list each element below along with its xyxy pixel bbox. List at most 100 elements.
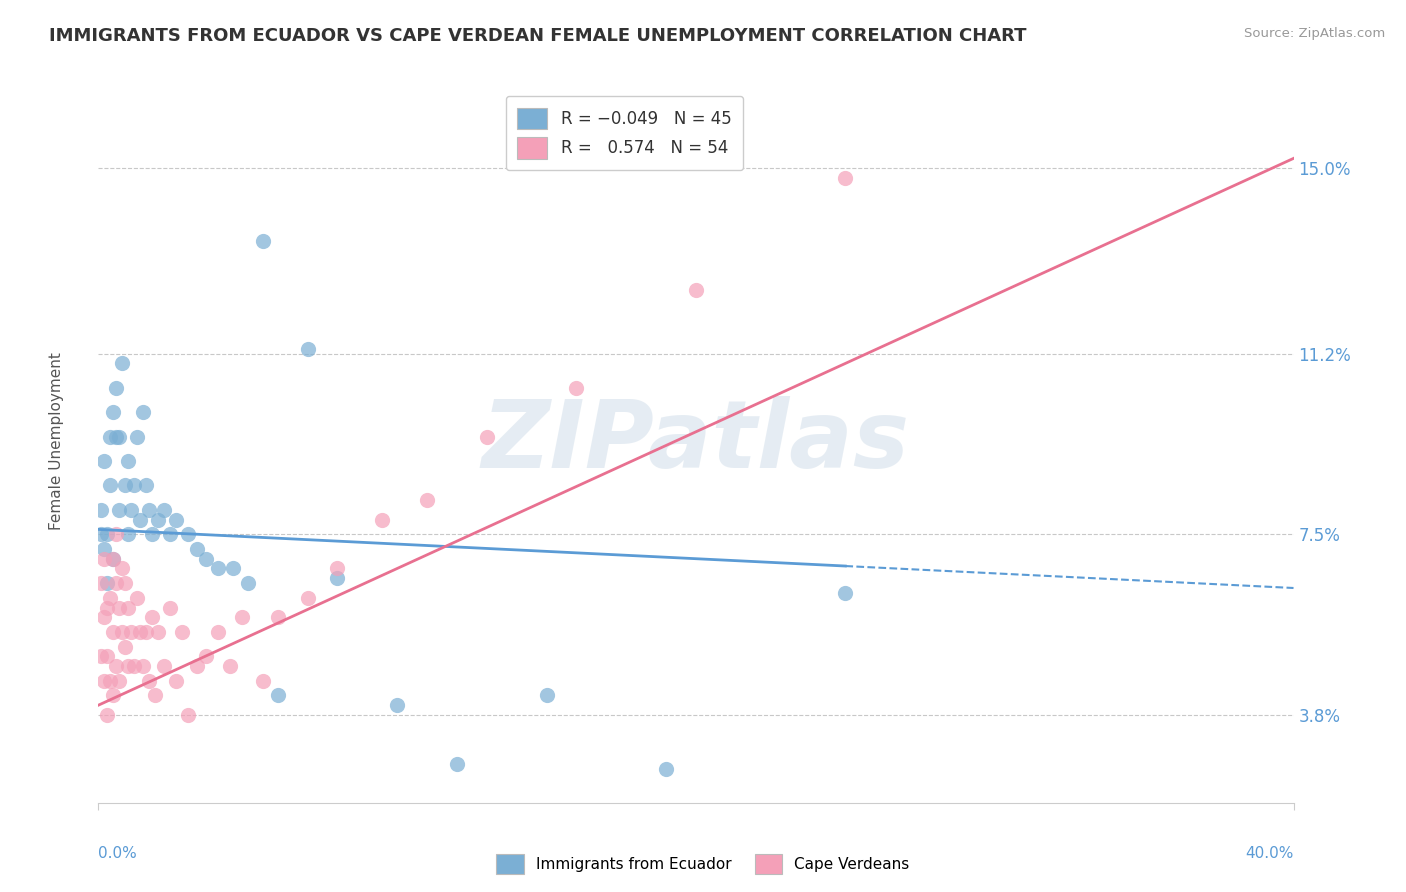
Point xyxy=(172,624,194,639)
Point xyxy=(834,170,856,185)
Point xyxy=(326,571,349,585)
Point xyxy=(117,527,139,541)
Point xyxy=(252,673,274,688)
Point xyxy=(108,673,131,688)
Point xyxy=(117,659,139,673)
Point xyxy=(96,527,118,541)
Point xyxy=(120,503,142,517)
Point xyxy=(96,649,118,664)
Point xyxy=(96,600,118,615)
Point xyxy=(108,600,131,615)
Point xyxy=(120,624,142,639)
Point xyxy=(105,576,128,591)
Point xyxy=(536,689,558,703)
Point xyxy=(90,527,112,541)
Point xyxy=(117,454,139,468)
Text: ZIPatlas: ZIPatlas xyxy=(482,395,910,488)
Point xyxy=(103,405,125,419)
Point xyxy=(96,707,118,722)
Point xyxy=(105,430,128,444)
Point xyxy=(326,561,349,575)
Point xyxy=(141,610,163,624)
Point xyxy=(135,478,157,492)
Legend: R = −0.049   N = 45, R =   0.574   N = 54: R = −0.049 N = 45, R = 0.574 N = 54 xyxy=(506,95,742,170)
Point xyxy=(127,591,149,605)
Text: Source: ZipAtlas.com: Source: ZipAtlas.com xyxy=(1244,27,1385,40)
Point xyxy=(371,513,394,527)
Point xyxy=(103,551,125,566)
Point xyxy=(124,659,146,673)
Point xyxy=(148,513,170,527)
Point xyxy=(207,624,229,639)
Point xyxy=(103,624,125,639)
Point xyxy=(195,649,218,664)
Point xyxy=(93,551,115,566)
Point xyxy=(129,513,152,527)
Point xyxy=(138,503,160,517)
Point xyxy=(141,527,163,541)
Point xyxy=(177,527,200,541)
Point xyxy=(159,600,181,615)
Point xyxy=(129,624,152,639)
Point xyxy=(132,659,155,673)
Point xyxy=(98,591,122,605)
Point xyxy=(98,673,122,688)
Point xyxy=(165,513,187,527)
Point xyxy=(222,561,245,575)
Point xyxy=(111,624,134,639)
Point xyxy=(127,430,149,444)
Point xyxy=(103,689,125,703)
Point xyxy=(685,283,707,297)
Point xyxy=(267,610,290,624)
Point xyxy=(90,649,112,664)
Point xyxy=(207,561,229,575)
Point xyxy=(103,551,125,566)
Point xyxy=(186,541,208,556)
Point xyxy=(195,551,218,566)
Point xyxy=(108,430,131,444)
Point xyxy=(446,756,468,771)
Point xyxy=(98,478,122,492)
Point xyxy=(565,381,588,395)
Point xyxy=(153,503,176,517)
Point xyxy=(655,762,678,776)
Point xyxy=(108,503,131,517)
Point xyxy=(93,541,115,556)
Point xyxy=(252,235,274,249)
Point xyxy=(385,698,409,713)
Point xyxy=(93,673,115,688)
Point xyxy=(132,405,155,419)
Text: 0.0%: 0.0% xyxy=(98,847,138,861)
Point xyxy=(834,586,856,600)
Point xyxy=(114,478,136,492)
Point xyxy=(105,527,128,541)
Point xyxy=(111,561,134,575)
Legend: Immigrants from Ecuador, Cape Verdeans: Immigrants from Ecuador, Cape Verdeans xyxy=(491,848,915,880)
Point xyxy=(114,576,136,591)
Point xyxy=(165,673,187,688)
Point xyxy=(114,640,136,654)
Point xyxy=(96,576,118,591)
Text: 40.0%: 40.0% xyxy=(1246,847,1294,861)
Point xyxy=(124,478,146,492)
Point xyxy=(236,576,259,591)
Point xyxy=(475,430,498,444)
Point xyxy=(93,454,115,468)
Point xyxy=(148,624,170,639)
Point xyxy=(159,527,181,541)
Point xyxy=(186,659,208,673)
Point xyxy=(219,659,242,673)
Point xyxy=(297,342,319,356)
Point xyxy=(93,610,115,624)
Point xyxy=(98,430,122,444)
Point xyxy=(117,600,139,615)
Point xyxy=(111,356,134,370)
Point xyxy=(143,689,166,703)
Text: IMMIGRANTS FROM ECUADOR VS CAPE VERDEAN FEMALE UNEMPLOYMENT CORRELATION CHART: IMMIGRANTS FROM ECUADOR VS CAPE VERDEAN … xyxy=(49,27,1026,45)
Point xyxy=(177,707,200,722)
Point xyxy=(105,381,128,395)
Point xyxy=(135,624,157,639)
Text: Female Unemployment: Female Unemployment xyxy=(49,352,65,531)
Point xyxy=(105,659,128,673)
Point xyxy=(90,503,112,517)
